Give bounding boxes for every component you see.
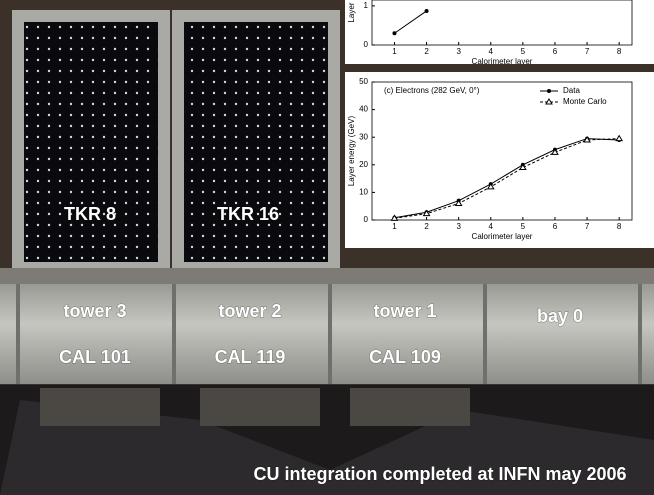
module-label: tower 3 <box>63 301 126 321</box>
point <box>615 134 624 142</box>
x-tick-label: 3 <box>456 222 461 231</box>
point <box>392 31 397 36</box>
tracker-label: TKR 16 <box>217 204 279 224</box>
point <box>551 148 559 155</box>
electronics <box>40 388 160 426</box>
x-tick-label: 5 <box>521 47 526 56</box>
y-axis-label: Layer energy (GeV) <box>347 116 356 187</box>
point <box>486 182 495 190</box>
x-tick-label: 5 <box>521 222 526 231</box>
x-tick-label: 1 <box>392 47 397 56</box>
x-tick-label: 4 <box>489 222 494 231</box>
tracker <box>24 22 158 262</box>
plot-frame <box>371 0 633 46</box>
series-line <box>394 10 427 34</box>
y-tick-label: 0 <box>364 40 369 49</box>
x-tick-label: 4 <box>489 47 494 56</box>
y-tick-label: 50 <box>359 77 368 86</box>
module-label: CAL 109 <box>369 347 441 367</box>
y-tick-label: 1 <box>364 1 369 10</box>
module-label: tower 2 <box>218 301 281 321</box>
legend-marker <box>547 89 551 93</box>
tracker-label: TKR 8 <box>64 204 116 224</box>
point <box>424 8 429 13</box>
point <box>390 214 399 221</box>
foil <box>0 400 654 495</box>
point <box>454 199 463 206</box>
electronics <box>350 388 470 426</box>
x-tick-label: 6 <box>553 47 558 56</box>
calorimeter-band <box>0 284 654 384</box>
x-tick-label: 8 <box>617 47 622 56</box>
y-tick-label: 0 <box>364 215 369 224</box>
plot-frame <box>371 81 633 221</box>
point <box>583 135 591 143</box>
y-tick-label: 20 <box>359 160 368 169</box>
x-tick-label: 7 <box>585 222 590 231</box>
annotation: (c) Electrons (282 GeV, 0°) <box>384 86 480 95</box>
x-axis-label: Calorimeter layer <box>472 232 533 241</box>
y-tick-label: 40 <box>359 105 368 114</box>
x-tick-label: 7 <box>585 47 590 56</box>
caption: CU integration completed at INFN may 200… <box>253 464 626 484</box>
dividers <box>16 284 642 384</box>
x-tick-label: 3 <box>456 47 461 56</box>
x-tick-label: 8 <box>617 222 622 231</box>
point <box>518 163 527 171</box>
module-label: CAL 119 <box>215 347 286 367</box>
legend-label: Data <box>563 86 580 95</box>
x-tick-label: 2 <box>424 47 429 56</box>
point <box>422 209 431 217</box>
y-tick-label: 30 <box>359 132 368 141</box>
module-label: CAL 101 <box>59 347 131 367</box>
series-line <box>394 138 620 219</box>
legend-label: Monte Carlo <box>563 97 607 106</box>
x-axis-label: Calorimeter layer <box>472 57 533 66</box>
y-axis-label: Layer <box>347 2 356 22</box>
module-label: bay 0 <box>537 306 583 326</box>
tracker <box>184 22 328 262</box>
x-tick-label: 1 <box>392 222 397 231</box>
electronics <box>200 388 320 426</box>
module-label: tower 1 <box>373 301 436 321</box>
rail <box>0 268 654 286</box>
x-tick-label: 6 <box>553 222 558 231</box>
y-tick-label: 10 <box>359 188 368 197</box>
x-tick-label: 2 <box>424 222 429 231</box>
series-line <box>394 138 620 219</box>
legend-marker <box>545 98 553 105</box>
